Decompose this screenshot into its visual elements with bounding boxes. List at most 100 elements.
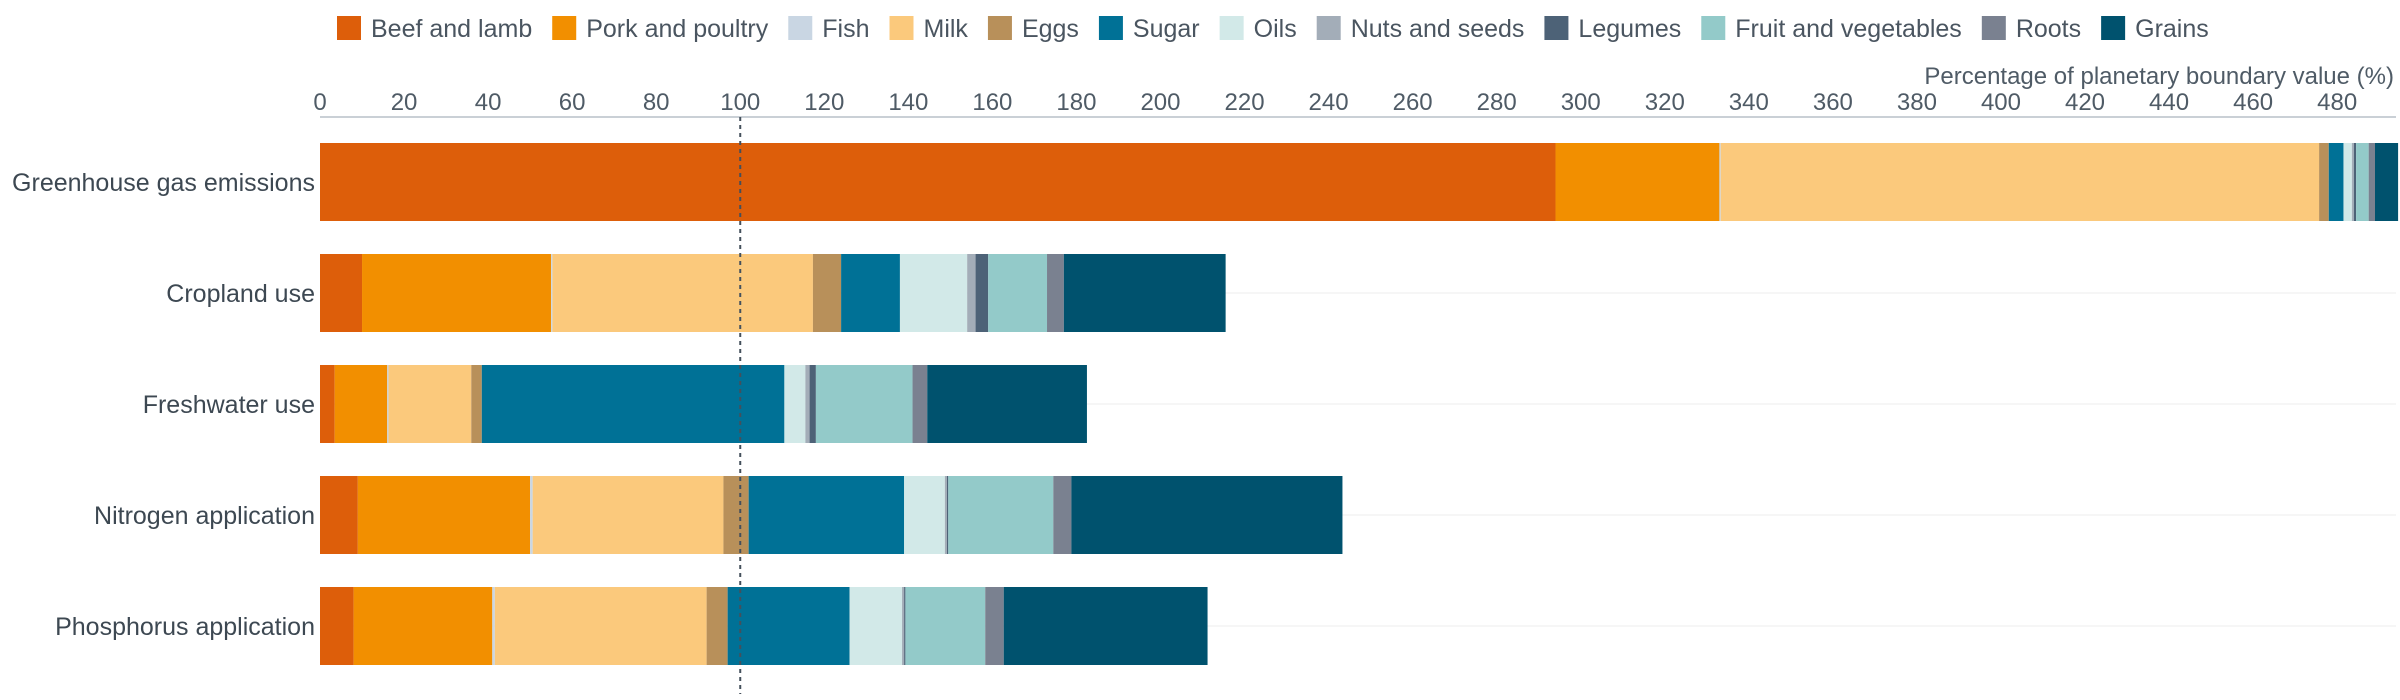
x-tick-label-13: 260 [1393,89,1433,116]
legend-label-5: Sugar [1133,15,1200,43]
bar-segment-0-10 [2368,143,2375,221]
bar-segment-2-9 [815,365,913,443]
bar-segment-1-6 [899,254,968,332]
legend-swatch-8 [1544,16,1569,40]
category-label-2: Freshwater use [143,391,315,419]
bar-segment-3-2 [530,476,533,554]
bar-segment-4-1 [353,587,493,665]
x-tick-label-11: 220 [1225,89,1265,116]
bar-segment-3-8 [947,476,949,554]
x-tick-label-22: 440 [2149,89,2189,116]
bar-segment-0-7 [2351,143,2354,221]
bar-segment-2-11 [927,365,1087,443]
bar-segment-2-3 [388,365,472,443]
x-tick-label-10: 200 [1140,89,1180,116]
legend-label-6: Oils [1254,15,1297,43]
legend-label-9: Fruit and vegetables [1735,15,1962,43]
bar-segment-1-10 [1047,254,1064,332]
x-tick-label-17: 340 [1729,89,1769,116]
x-tick-label-9: 180 [1056,89,1096,116]
legend-swatch-2 [788,16,813,40]
legend-label-10: Roots [2016,15,2081,43]
legend-label-0: Beef and lamb [371,15,532,43]
bar-segment-3-10 [1053,476,1072,554]
legend-swatch-4 [987,16,1012,40]
legend-swatch-5 [1098,16,1123,40]
legend-swatch-3 [889,16,914,40]
bar-segment-3-9 [948,476,1054,554]
bar-segment-4-5 [727,587,850,665]
category-labels: Greenhouse gas emissions Cropland use Fres… [12,169,315,641]
bar-segment-0-0 [320,143,1556,221]
category-label-1: Cropland use [166,280,315,308]
x-tick-label-19: 380 [1897,89,1937,116]
bar-segment-2-6 [784,365,806,443]
bar-segment-1-8 [975,254,989,332]
bar-segment-2-8 [809,365,816,443]
bar-segment-3-5 [748,476,905,554]
bar-segment-1-4 [812,254,842,332]
legend-swatch-1 [552,16,577,40]
x-tick-label-8: 160 [972,89,1012,116]
bar-segment-1-0 [320,254,363,332]
legend-swatch-11 [2101,16,2126,40]
bar-segment-3-6 [904,476,945,554]
bar-segment-4-2 [492,587,495,665]
bar-segment-4-8 [904,587,906,665]
bar-segment-0-11 [2374,143,2399,221]
bar-segment-3-11 [1071,476,1343,554]
bar-segment-4-7 [902,587,905,665]
x-tick-label-3: 60 [559,89,586,116]
legend-swatch-9 [1701,16,1726,40]
bar-segment-1-9 [988,254,1048,332]
legend-label-4: Eggs [1022,15,1079,43]
bar-segment-2-4 [471,365,482,443]
x-tick-label-21: 420 [2065,89,2105,116]
x-tick-label-15: 300 [1561,89,1601,116]
bar-segment-3-3 [532,476,724,554]
legend-swatch-0 [337,16,361,40]
x-tick-label-4: 80 [643,89,670,116]
bar-segment-0-1 [1555,143,1720,221]
x-tick-label-14: 280 [1477,89,1517,116]
bar-segment-3-1 [357,476,531,554]
x-tick-label-2: 40 [475,89,502,116]
legend-label-8: Legumes [1578,15,1681,43]
x-tick-label-24: 480 [2317,89,2357,116]
legend-swatch-10 [1981,16,2006,40]
bar-segment-2-7 [805,365,810,443]
x-tick-label-6: 120 [804,89,844,116]
x-tick-label-12: 240 [1309,89,1349,116]
bar-segment-4-11 [1003,587,1208,665]
category-label-3: Nitrogen application [94,502,315,530]
legend-label-2: Fish [822,15,869,43]
bar-segment-4-10 [985,587,1004,665]
bar-segment-1-3 [552,254,813,332]
category-label-4: Phosphorus application [55,613,315,641]
bar-segment-4-4 [706,587,728,665]
x-tick-label-20: 400 [1981,89,2021,116]
bar-segment-1-11 [1063,254,1226,332]
x-axis-title: Percentage of planetary boundary value (… [1924,63,2394,90]
legend-label-11: Grains [2135,15,2209,43]
category-label-0: Greenhouse gas emissions [12,169,315,197]
bar-segment-1-5 [841,254,900,332]
bar-segment-3-4 [723,476,749,554]
bar-segment-0-8 [2353,143,2357,221]
bar-segment-2-2 [387,365,389,443]
bar-segment-3-0 [320,476,358,554]
bar-segment-1-1 [362,254,552,332]
bar-segment-1-7 [967,254,976,332]
bars [320,143,2399,665]
bar-segment-2-5 [481,365,785,443]
x-tick-label-5: 100 [720,89,760,116]
legend-label-3: Milk [924,15,969,43]
x-tick-label-16: 320 [1645,89,1685,116]
legend-swatch-6 [1219,16,1244,40]
x-axis-ticks: 0 20 40 60 80 100 120 140 160 180 200 220 240 260 280 3… [313,89,2357,116]
bar-segment-4-9 [905,587,986,665]
legend: Beef and lamb Pork and poultry Fish Milk Egg… [337,15,2209,43]
bar-segment-3-7 [944,476,948,554]
bar-segment-0-6 [2343,143,2352,221]
